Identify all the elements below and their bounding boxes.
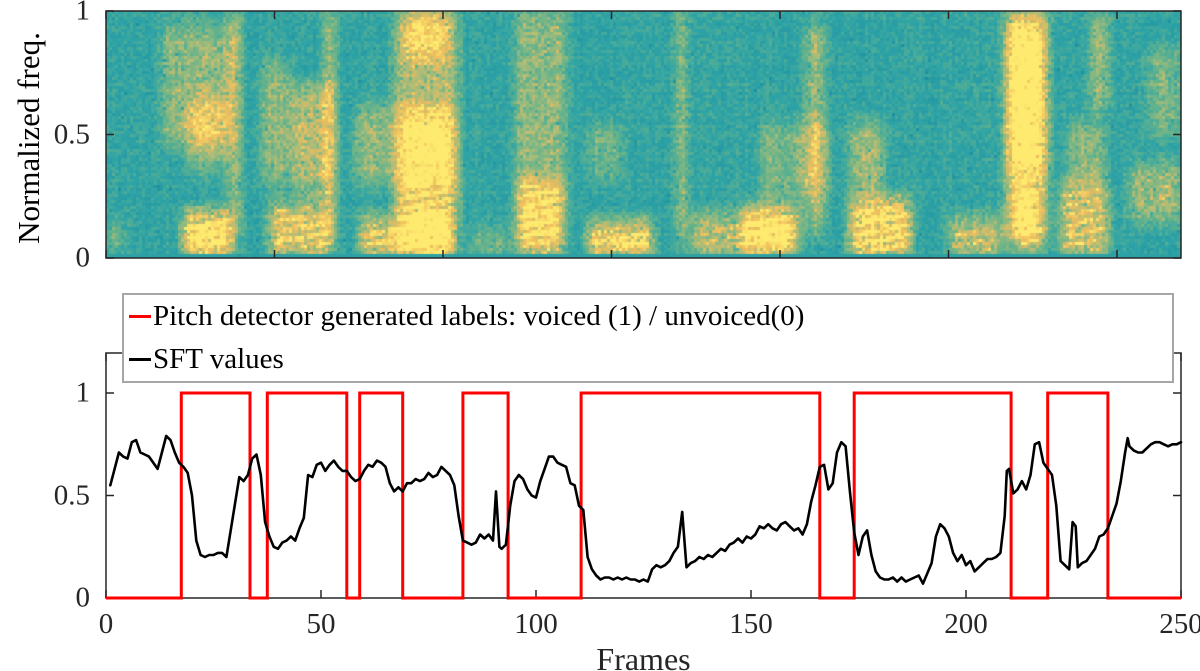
bottom-plot-xtick-label: 200 (944, 608, 988, 640)
bottom-plot-xtick-label: 150 (729, 608, 773, 640)
top-plot-ytick-label: 0.5 (53, 118, 90, 150)
bottom-plot-ytick-label: 1 (75, 376, 91, 409)
bottom-plot-xtick-label: 0 (98, 608, 114, 640)
top-plot-ytick-label: 0 (75, 241, 91, 274)
legend: Pitch detector generated labels: voiced … (122, 293, 1174, 383)
voiced-labels-line (106, 391, 1181, 600)
sft-values-line (109, 434, 1183, 585)
legend-label: Pitch detector generated labels: voiced … (153, 300, 805, 332)
bottom-plot-ytick-label: 0.5 (53, 479, 90, 511)
bottom-plot-xtick-label: 50 (306, 608, 336, 640)
legend-entry-voiced-labels: Pitch detector generated labels: voiced … (124, 295, 1172, 338)
legend-entry-sft-values: SFT values (124, 338, 1172, 381)
legend-label: SFT values (153, 343, 284, 375)
bottom-plot-ytick-label: 0 (75, 581, 91, 614)
bottom-plot-xlabel: Frames (596, 641, 691, 671)
top-plot-box (105, 10, 1182, 259)
bottom-plot-xtick-label: 250 (1159, 608, 1200, 640)
bottom-plot-xtick-label: 100 (514, 608, 558, 640)
legend-line-sample-red (129, 315, 151, 318)
legend-line-sample-black (129, 358, 151, 361)
top-plot-ytick-label: 1 (75, 0, 91, 27)
spectrogram-heatmap (106, 11, 1181, 258)
